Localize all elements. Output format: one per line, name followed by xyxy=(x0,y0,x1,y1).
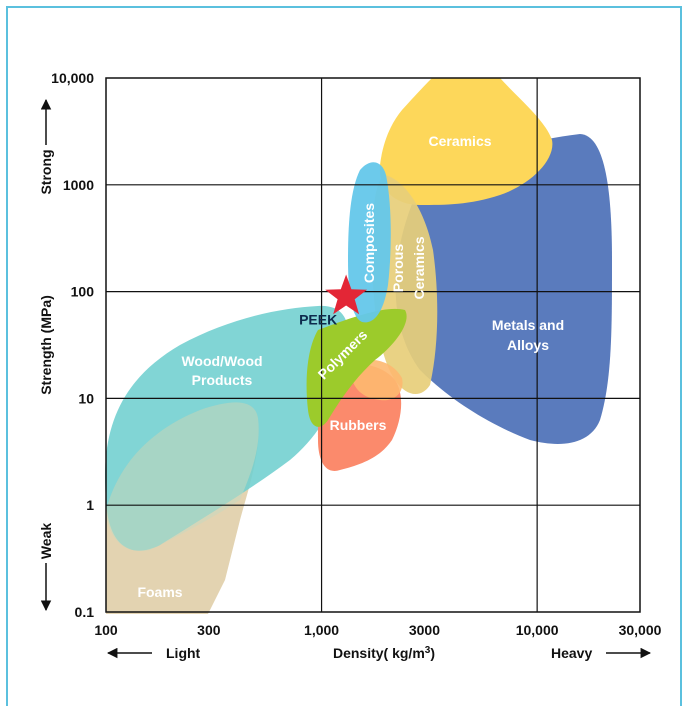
y-tick-label: 10 xyxy=(78,390,94,406)
highlight-points: PEEK xyxy=(299,274,368,327)
y-tick-label: 1000 xyxy=(63,177,94,193)
x-tick-label: 1,000 xyxy=(304,622,339,638)
region-label-porous-line2: Ceramics xyxy=(411,236,427,299)
x-axis-title: Density( kg/m3) xyxy=(333,645,435,661)
axis-titles: Density( kg/m3) Light Heavy Strength (MP… xyxy=(38,98,652,661)
region-shapes xyxy=(104,78,612,614)
region-label-wood-line2: Products xyxy=(192,372,253,388)
x-tick-labels: 100 300 1,000 3000 10,000 30,000 xyxy=(94,622,661,638)
region-ceramics xyxy=(379,78,553,205)
region-polymers xyxy=(306,308,407,427)
region-label-wood-line1: Wood/Wood xyxy=(181,353,262,369)
chart-frame xyxy=(6,6,682,706)
y-tick-labels: 0.1 1 10 100 1000 10,000 xyxy=(51,70,94,620)
y-annotation-weak: Weak xyxy=(38,523,54,560)
x-tick-label: 10,000 xyxy=(516,622,559,638)
y-tick-label: 1 xyxy=(86,497,94,513)
region-label-metals-line1: Metals and xyxy=(492,317,564,333)
region-composites xyxy=(348,162,391,323)
y-tick-label: 100 xyxy=(71,284,95,300)
plot-area-border xyxy=(105,77,641,613)
y-tick-label: 0.1 xyxy=(75,604,95,620)
region-label-ceramics: Ceramics xyxy=(428,133,491,149)
x-tick-label: 300 xyxy=(197,622,221,638)
y-axis-title: Strength (MPa) xyxy=(38,295,54,395)
x-tick-label: 100 xyxy=(94,622,118,638)
y-tick-label: 10,000 xyxy=(51,70,94,86)
x-tick-label: 30,000 xyxy=(619,622,662,638)
y-annotation-strong: Strong xyxy=(38,149,54,194)
peek-star-marker xyxy=(325,274,368,315)
region-label-foams: Foams xyxy=(137,584,182,600)
region-label-composites: Composites xyxy=(361,203,377,283)
region-label-rubbers: Rubbers xyxy=(330,417,387,433)
gridlines xyxy=(106,78,640,612)
region-metals xyxy=(395,134,612,444)
region-label-porous-line1: Porous xyxy=(390,244,406,292)
peek-label: PEEK xyxy=(299,311,337,327)
region-label-metals-line2: Alloys xyxy=(507,337,549,353)
x-annotation-heavy: Heavy xyxy=(551,645,592,661)
x-tick-label: 3000 xyxy=(409,622,440,638)
region-foams-overlap xyxy=(106,402,259,551)
x-annotation-light: Light xyxy=(166,645,201,661)
